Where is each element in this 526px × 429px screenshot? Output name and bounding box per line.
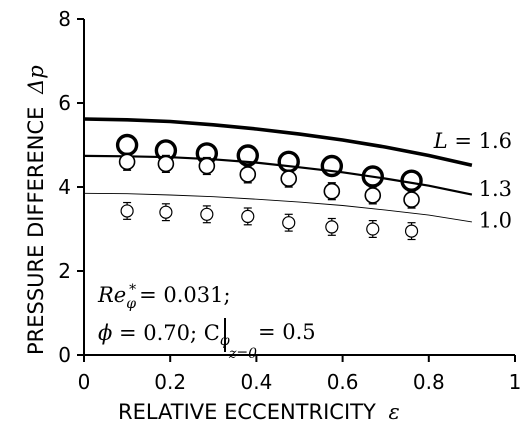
data-point (280, 170, 298, 187)
series-label-3: 1.0 (479, 209, 512, 233)
series-curve-1 (83, 117, 473, 167)
series-curve-3 (83, 192, 472, 223)
data-point (198, 157, 216, 175)
annotation-value: = 0.5 (258, 320, 316, 344)
data-point (323, 182, 341, 200)
data-point (366, 222, 380, 236)
data-point (157, 155, 175, 173)
y-tick-label: 0 (58, 343, 71, 367)
data-point (239, 166, 257, 183)
x-axis-symbol: ε (389, 400, 400, 424)
x-tick-label: 1 (509, 370, 522, 394)
x-tick-label: 0.6 (327, 370, 359, 394)
annotation-phi: ϕ = 0.70; Cφ (98, 321, 230, 349)
data-point (364, 187, 382, 204)
data-point (403, 191, 420, 208)
data-point (282, 216, 296, 230)
y-axis-label-text: PRESSURE DIFFERENCE (24, 107, 48, 355)
series-label-1: L = 1.6 (433, 129, 512, 153)
y-axis-label: PRESSURE DIFFERENCE Δp (24, 65, 48, 355)
y-axis-symbol: Δp (24, 65, 48, 95)
x-tick-label: 0.4 (240, 370, 272, 394)
x-tick-label: 0.8 (413, 370, 445, 394)
annotation-reynolds: Reφ* = 0.031; (97, 282, 231, 312)
y-tick-label: 8 (58, 7, 71, 31)
series-curve-2 (83, 154, 473, 196)
data-point (325, 220, 339, 234)
data-point (159, 205, 173, 219)
x-tick-label: 0.2 (154, 370, 186, 394)
x-tick-label: 0 (78, 370, 91, 394)
data-point (200, 207, 214, 221)
x-axis-label-text: RELATIVE ECCENTRICITY (118, 400, 376, 424)
series-label-2: 1.3 (479, 177, 512, 201)
data-point (115, 133, 139, 157)
data-point (120, 204, 134, 218)
y-tick-label: 4 (58, 175, 71, 199)
plot-area: 0 0.2 0.4 0.6 0.8 1 0 2 4 6 8 L = 1.6 1.3 1.0 (58, 7, 521, 394)
data-point (277, 150, 300, 174)
data-point (118, 153, 136, 171)
data-point (236, 144, 259, 167)
y-tick-label: 2 (58, 259, 71, 283)
x-axis-label: RELATIVE ECCENTRICITY ε (118, 400, 400, 424)
data-point (241, 209, 255, 223)
annotation-z-subscript: z=0 (228, 346, 257, 362)
data-point (404, 224, 419, 238)
y-tick-label: 6 (58, 91, 71, 115)
